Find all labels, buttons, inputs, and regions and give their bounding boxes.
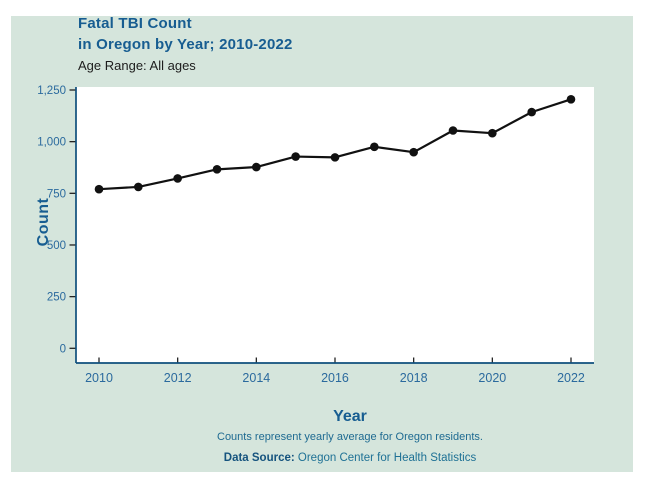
y-tick-label: 750 <box>47 188 66 200</box>
x-axis-title: Year <box>333 408 367 425</box>
data-point <box>94 184 104 194</box>
chart-title-line2: in Oregon by Year; 2010-2022 <box>78 36 293 53</box>
y-tick-label: 500 <box>47 240 66 252</box>
data-point <box>448 126 458 135</box>
y-tick-label: 250 <box>47 292 66 304</box>
data-point <box>134 182 143 192</box>
x-tick-label: 2020 <box>478 371 506 385</box>
data-source-text: Oregon Center for Health Statistics <box>294 452 477 464</box>
data-point <box>173 174 182 183</box>
chart-title-line1: Fatal TBI Count <box>78 15 192 32</box>
y-tick-label: 1,250 <box>37 85 66 97</box>
y-tick-label: 1,000 <box>37 137 66 149</box>
x-tick-label: 2014 <box>242 371 270 385</box>
data-source-line: Data Source: Oregon Center for Health St… <box>80 452 620 464</box>
y-tick-label: 0 <box>60 343 66 355</box>
y-axis-title: Count <box>35 197 52 247</box>
data-point <box>370 142 379 152</box>
data-point <box>488 128 497 138</box>
data-point <box>527 107 536 117</box>
x-tick-label: 2022 <box>557 371 585 385</box>
data-point <box>566 94 576 104</box>
chart-title: Fatal TBI Count in Oregon by Year; 2010-… <box>78 13 293 55</box>
data-point <box>409 147 418 157</box>
x-tick-label: 2018 <box>400 371 428 385</box>
data-point <box>330 153 340 162</box>
x-tick-label: 2016 <box>321 371 349 385</box>
plot-area <box>76 87 594 363</box>
chart-subtitle: Age Range: All ages <box>78 58 196 73</box>
x-tick-label: 2010 <box>85 371 113 385</box>
data-point <box>252 162 261 172</box>
data-point <box>212 165 222 174</box>
data-source-label: Data Source: <box>223 452 295 464</box>
chart-footnote: Counts represent yearly average for Oreg… <box>217 431 483 443</box>
data-point <box>291 152 300 161</box>
x-tick-label: 2012 <box>164 371 192 385</box>
